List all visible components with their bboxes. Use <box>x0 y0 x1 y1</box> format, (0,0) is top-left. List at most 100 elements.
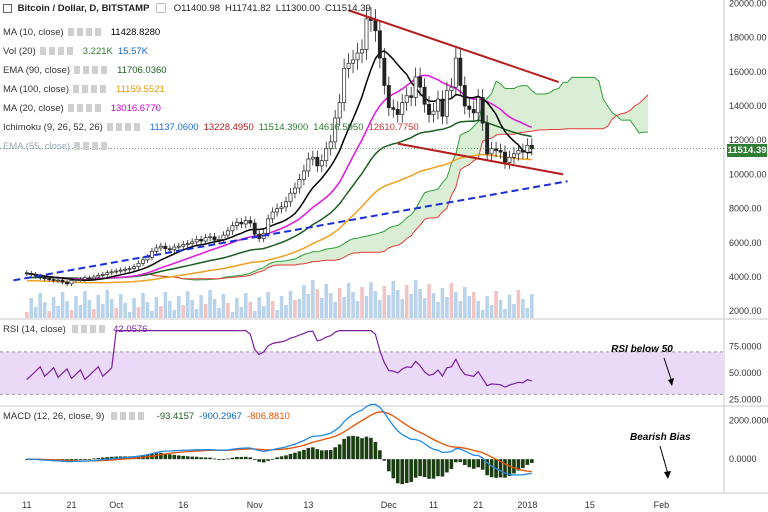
macd-histogram-bar <box>288 453 293 460</box>
volume-bar <box>203 304 208 318</box>
candle-body <box>158 245 163 249</box>
last-price-badge: 11514.39 <box>727 144 767 157</box>
indicator-controls[interactable] <box>67 104 102 113</box>
indicator-value: 13228.4950 <box>203 122 254 133</box>
macd-histogram-bar <box>248 457 253 460</box>
collapse-icon[interactable] <box>3 3 12 13</box>
macd-histogram-bar <box>194 456 199 460</box>
candle <box>373 9 378 42</box>
indicator-controls[interactable] <box>39 47 74 56</box>
rsi-controls[interactable] <box>72 325 107 334</box>
macd-histogram-bar <box>105 457 110 460</box>
candle <box>413 67 418 107</box>
volume-bar <box>217 308 221 318</box>
indicator-controls[interactable] <box>74 66 109 75</box>
candle-body <box>458 57 463 86</box>
candle <box>266 214 271 238</box>
volume-bar <box>498 300 503 318</box>
indicator-controls[interactable] <box>106 123 141 132</box>
volume-bar <box>266 292 270 318</box>
candle-body <box>217 239 221 241</box>
indicator-legend-row: EMA (55, close) <box>3 141 112 152</box>
candle <box>65 279 69 286</box>
macd-histogram-bar <box>525 459 530 465</box>
macd-histogram-bar <box>168 454 172 460</box>
candle <box>315 150 320 173</box>
candle-body <box>118 269 123 272</box>
indicator-controls[interactable] <box>74 142 109 151</box>
volume-bar <box>42 302 47 318</box>
volume-bar <box>185 291 190 318</box>
upper-trendline <box>348 9 559 84</box>
candle <box>498 143 503 159</box>
indicator-controls[interactable] <box>67 28 102 37</box>
candle <box>297 173 302 194</box>
volume-bar <box>476 301 480 318</box>
macd-histogram-bar <box>521 459 525 469</box>
indicator-legend-row: MA (20, close) 13016.6770 <box>3 103 161 114</box>
eye-icon[interactable] <box>156 3 167 14</box>
volume-bar <box>503 309 507 318</box>
volume-bar <box>248 302 253 318</box>
volume-bar <box>252 311 257 318</box>
candle <box>319 154 324 173</box>
candle-body <box>431 110 436 115</box>
price-tick-label: 10000.00 <box>729 169 767 179</box>
macd-histogram-bar <box>324 450 329 460</box>
macd-histogram-bar <box>467 459 472 468</box>
candle <box>355 42 360 70</box>
candle <box>158 242 163 252</box>
ichimoku-span-b <box>142 94 649 280</box>
candle-body <box>82 277 87 280</box>
candle <box>29 271 34 277</box>
candle-body <box>306 158 311 172</box>
indicator-controls[interactable] <box>73 85 107 94</box>
volume-bar <box>387 295 391 318</box>
volume-bar <box>440 288 445 318</box>
macd-histogram-bar <box>391 459 396 479</box>
macd-label: MACD (12, 26, close, 9) <box>3 411 105 422</box>
ichimoku-span-a <box>142 76 648 281</box>
volume-bar <box>29 298 34 318</box>
candle-body <box>418 76 423 88</box>
candle <box>360 39 364 64</box>
time-tick-label: Dec <box>381 500 398 510</box>
candle-body <box>24 272 29 275</box>
volume-bar <box>462 287 467 318</box>
volume-bar <box>436 302 440 318</box>
macd-histogram-bar <box>351 435 355 460</box>
candle-body <box>485 122 490 155</box>
macd-histogram-bar <box>449 459 454 469</box>
candle <box>109 269 114 276</box>
volume-bar <box>114 308 118 318</box>
time-tick-label: 21 <box>473 500 483 510</box>
macd-histogram-bar <box>176 455 181 460</box>
macd-histogram-bar <box>373 441 378 460</box>
volume-bar <box>150 311 154 318</box>
indicator-value: 11706.0360 <box>117 65 167 76</box>
candle <box>118 267 123 274</box>
arrow-icon <box>668 378 674 386</box>
volume-bar <box>516 290 521 318</box>
macd-histogram-bar <box>436 459 440 477</box>
volume-bar <box>163 292 168 318</box>
candle <box>386 76 391 117</box>
candle-body <box>284 201 288 208</box>
macd-controls[interactable] <box>111 412 146 421</box>
volume-bar <box>132 298 136 318</box>
macd-histogram-bar <box>378 450 382 460</box>
indicator-value: 12610.7750 <box>368 122 419 133</box>
candle-body <box>65 281 69 285</box>
candle-body <box>239 221 244 225</box>
candle <box>494 141 499 158</box>
volume-bar <box>270 301 275 318</box>
candle <box>185 240 190 249</box>
indicator-legend-row: MA (10, close) 11428.8280 <box>3 27 160 38</box>
candle-body <box>507 156 512 163</box>
candle-body <box>436 98 440 112</box>
macd-histogram-bar <box>400 459 405 485</box>
candle <box>431 102 436 123</box>
price-tick-label: 14000.00 <box>729 101 767 111</box>
candle-body <box>301 170 306 180</box>
